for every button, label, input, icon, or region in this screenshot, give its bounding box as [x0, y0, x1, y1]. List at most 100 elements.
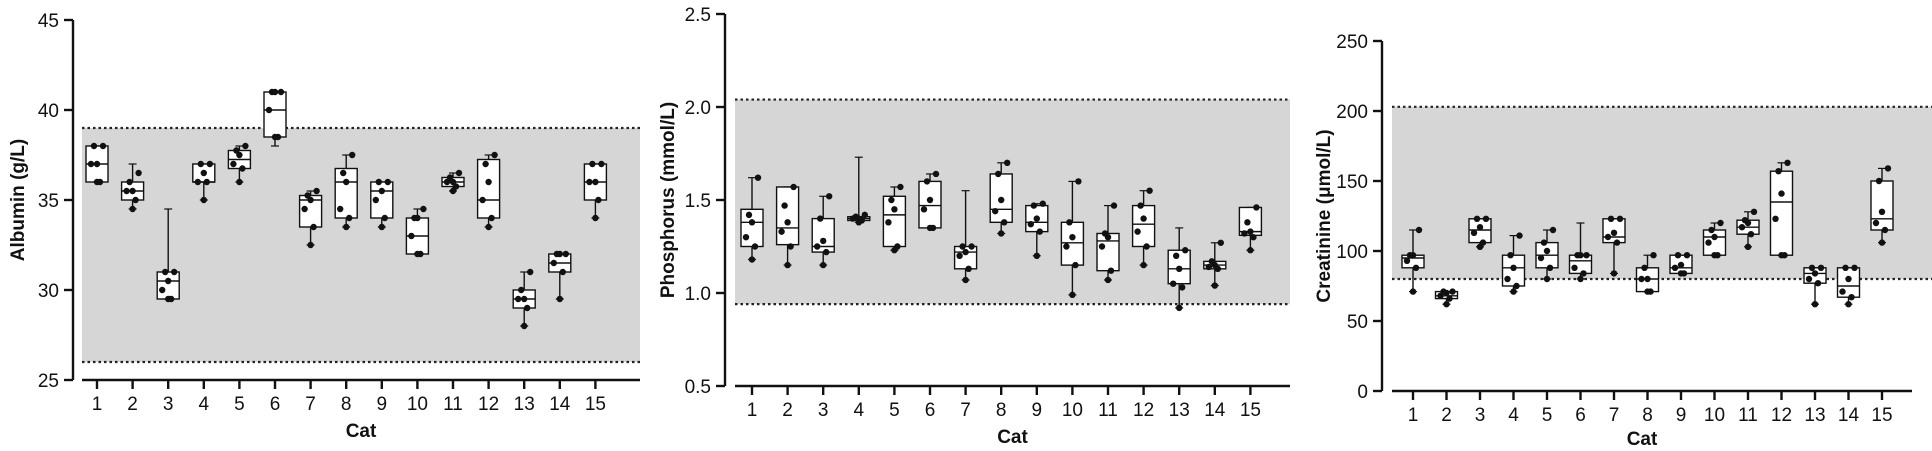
chart3-data-point [1817, 264, 1825, 271]
chart3-data-point [1409, 288, 1417, 295]
chart2-x-tick-label: 8 [996, 400, 1007, 421]
chart2-data-point [1173, 252, 1180, 259]
chart2-x-tick-label: 6 [925, 400, 936, 421]
chart2-x-tick-label: 12 [1133, 400, 1154, 421]
chart2-x-tick-label: 10 [1062, 400, 1083, 421]
chart1-x-tick-label: 3 [163, 394, 174, 415]
chart1-x-axis-title: Cat [346, 421, 377, 442]
chart2-x-tick-label: 7 [960, 400, 971, 421]
chart1-data-point [87, 160, 95, 168]
chart3-data-point [1839, 288, 1846, 295]
chart2-data-point [1072, 261, 1079, 269]
chart2-y-tick-label: 0.5 [685, 377, 711, 398]
chart2-data-point [897, 183, 904, 191]
chart3-data-point [1507, 252, 1514, 259]
chart3-y-tick-label: 0 [1357, 382, 1368, 403]
chart2-data-point [784, 261, 791, 269]
chart1-data-point [206, 160, 213, 168]
chart3-y-tick-label: 200 [1336, 102, 1368, 123]
chart3-data-point [1604, 233, 1612, 241]
chart3-data-point [1577, 275, 1584, 283]
chart1-data-point [589, 160, 596, 168]
chart1-data-point [96, 178, 104, 186]
chart2-data-point [1208, 258, 1216, 265]
chart3-data-point [1543, 275, 1551, 283]
chart1-data-point [372, 196, 379, 204]
chart2-data-point [926, 196, 934, 204]
chart1-data-point [559, 268, 566, 276]
chart3-data-point [1647, 288, 1654, 295]
chart1-data-point [521, 295, 528, 303]
chart3-data-point [1741, 217, 1749, 224]
chart2-data-point [748, 256, 756, 263]
chart3-data-point [1842, 264, 1849, 271]
chart2-data-point [1069, 291, 1076, 299]
chart2-data-point [1176, 265, 1183, 273]
chart1-data-point [449, 187, 457, 195]
chart3-data-point [1750, 208, 1758, 215]
chart1-data-point [586, 178, 593, 186]
chart3-data-point [1772, 215, 1779, 222]
chart1-data-point [518, 286, 525, 294]
chart3-data-point [1406, 252, 1414, 259]
chart1-data-point [384, 178, 391, 186]
chart3-data-point [1482, 215, 1490, 222]
chart3-x-tick-label: 5 [1542, 405, 1553, 426]
chart2-data-point [1004, 159, 1011, 166]
chart2-data-point [1146, 187, 1153, 194]
chart1-y-tick-label: 40 [38, 101, 59, 122]
chart2-box [1131, 204, 1156, 248]
chart2-data-point [826, 193, 833, 200]
chart3-data-point [1641, 264, 1648, 271]
chart3-y-tick-label: 150 [1336, 172, 1368, 193]
chart3-data-point [1516, 232, 1523, 239]
chart3-data-point [1616, 215, 1624, 222]
chart2-data-point [1137, 202, 1144, 209]
chart3-data-point [1510, 288, 1517, 295]
chart3-x-tick-label: 1 [1408, 405, 1419, 426]
chart3-data-point [1851, 264, 1858, 271]
chart1-data-point [242, 142, 249, 150]
chart1-data-point [132, 196, 139, 204]
chart1-x-tick-label: 6 [270, 394, 281, 415]
chart3-data-point [1884, 165, 1892, 172]
chart3-data-point [1708, 226, 1715, 234]
chart2-data-point [1039, 200, 1047, 207]
chart1-data-point [556, 295, 563, 303]
chart3-data-point [1878, 239, 1886, 246]
chart3-data-point [1747, 231, 1755, 238]
chart1-data-point [310, 223, 317, 231]
chart3-x-tick-label: 15 [1871, 405, 1892, 426]
chart1-data-point [165, 277, 172, 285]
chart2-data-point [1001, 219, 1008, 226]
chart2-x-tick-label: 14 [1204, 400, 1226, 421]
chart1-x-tick-label: 2 [127, 394, 138, 415]
chart2-data-point [894, 243, 901, 250]
chart1-data-point [443, 178, 451, 186]
chart3-data-point [1677, 261, 1685, 269]
chart1-data-point [343, 178, 350, 186]
chart1-data-point [479, 196, 486, 204]
chart1-x-tick-label: 13 [514, 394, 535, 415]
chart2-data-point [1217, 239, 1225, 246]
chart1-x-tick-label: 12 [478, 394, 499, 415]
chart1-data-point [236, 151, 243, 159]
chart2-y-axis-title: Phosphorus (mmol/L) [658, 102, 679, 298]
chart1-reference-band [82, 128, 640, 362]
chart1-data-point [378, 187, 385, 195]
chart2-x-tick-label: 1 [747, 400, 758, 421]
chart1-data-point [123, 187, 130, 195]
chart1-x-tick-label: 15 [585, 394, 606, 415]
chart1-data-point [233, 147, 240, 154]
chart3-data-point [1440, 288, 1447, 295]
chart1-data-point [159, 286, 166, 294]
chart1-data-point [307, 196, 314, 204]
chart3-x-tick-label: 2 [1441, 405, 1452, 426]
chart3-data-point [1738, 224, 1746, 231]
chart2-data-point [754, 174, 762, 181]
chart3-data-point [1644, 275, 1651, 283]
chart2-data-point [1247, 247, 1254, 254]
chart1-data-point [346, 214, 353, 222]
chart2-x-tick-label: 15 [1240, 400, 1261, 421]
chart3-data-point [1808, 264, 1816, 271]
